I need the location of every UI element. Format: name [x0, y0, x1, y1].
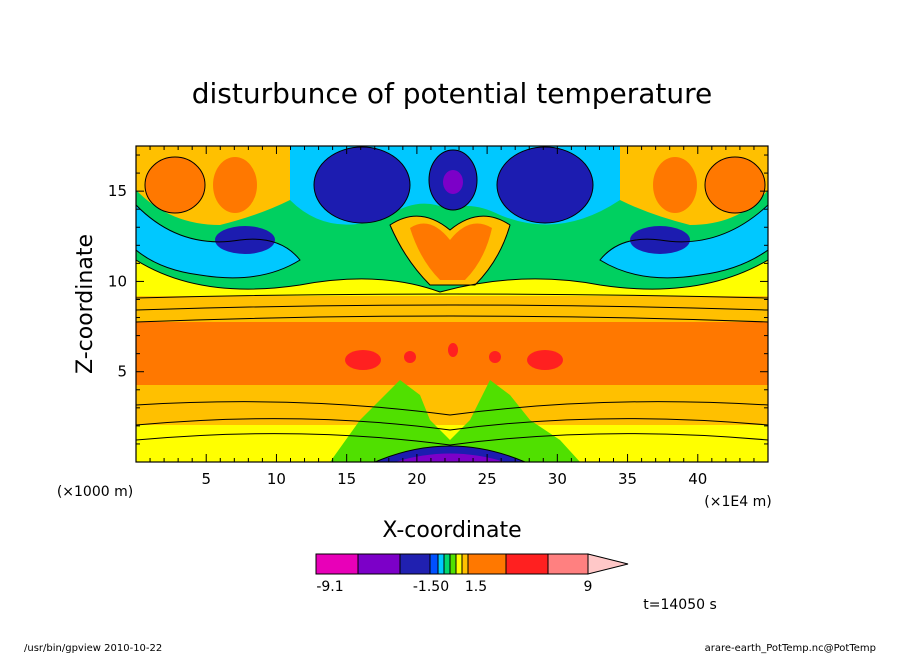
x-tick-label: 25 — [478, 470, 497, 488]
y-unit-label: (×1000 m) — [57, 484, 133, 500]
x-tick-label: 15 — [337, 470, 356, 488]
top-right-warm-1 — [653, 157, 697, 213]
x-tick-label: 5 — [201, 470, 211, 488]
x-tick-label: 20 — [407, 470, 426, 488]
colorbar-swatch — [467, 553, 507, 575]
left-negative-lobe — [136, 205, 300, 278]
center-upper-warm — [410, 223, 492, 280]
colorbar-tick-label: 1.5 — [465, 579, 487, 595]
top-center-deep-negative — [443, 170, 463, 194]
surface-deep-negative — [395, 453, 505, 462]
right-negative-lobe — [600, 205, 768, 278]
x-unit-label: (×1E4 m) — [704, 494, 771, 510]
colorbar-swatch — [315, 553, 359, 575]
colorbar-swatch — [443, 553, 451, 575]
warm-patch-4 — [404, 351, 416, 363]
x-axis-label: X-coordinate — [382, 518, 521, 543]
chart-title: disturbunce of potential temperature — [192, 77, 713, 110]
colorbar-swatch — [429, 553, 439, 575]
colorbar-swatch — [505, 553, 549, 575]
colorbar-swatch — [461, 553, 469, 575]
colorbar-swatch — [437, 553, 445, 575]
colorbar-swatch — [449, 553, 457, 575]
y-axis-label: Z-coordinate — [73, 234, 98, 374]
top-left-warm-1 — [145, 157, 205, 213]
colorbar-swatch — [547, 553, 589, 575]
colorbar-extend-arrow — [587, 553, 629, 575]
x-tick-label: 30 — [548, 470, 567, 488]
footer-left: /usr/bin/gpview 2010-10-22 — [24, 643, 162, 654]
y-ticks: 5 10 15 — [108, 154, 768, 445]
top-right-negative-core — [497, 147, 593, 223]
y-tick-label: 10 — [108, 272, 127, 290]
time-label: t=14050 s — [643, 597, 717, 613]
x-ticks: 5 10 15 20 25 30 35 40 — [149, 146, 755, 488]
colorbar-tick-label: -9.1 — [316, 579, 343, 595]
colorbar-swatch — [357, 553, 401, 575]
warm-patch-1 — [345, 350, 381, 370]
colorbar-tick-label: -1.50 — [413, 579, 449, 595]
warm-patch-5 — [489, 351, 501, 363]
mountain-disturbance — [330, 380, 580, 462]
top-left-warm-2 — [213, 157, 257, 213]
left-negative-core — [215, 226, 275, 254]
contour-lines — [136, 146, 768, 462]
y-tick-label: 5 — [117, 363, 127, 381]
colorbar-tick-label: 9 — [584, 579, 593, 595]
colorbar — [315, 553, 629, 575]
colorbar-swatch — [455, 553, 463, 575]
top-left-negative-core — [314, 147, 410, 223]
plot-frame — [135, 145, 769, 463]
x-tick-label: 10 — [267, 470, 286, 488]
footer-right: arare-earth_PotTemp.nc@PotTemp — [705, 643, 876, 654]
warm-patch-2 — [527, 350, 563, 370]
colorbar-tick-labels: -9.1 -1.50 1.5 9 — [316, 579, 592, 595]
warm-patch-3 — [448, 343, 458, 357]
top-right-warm-2 — [705, 157, 765, 213]
x-tick-label: 35 — [618, 470, 637, 488]
colorbar-swatch — [399, 553, 431, 575]
contour-field — [136, 146, 768, 462]
band-upper-positive — [136, 260, 768, 296]
x-tick-label: 40 — [688, 470, 707, 488]
y-tick-label: 15 — [108, 182, 127, 200]
